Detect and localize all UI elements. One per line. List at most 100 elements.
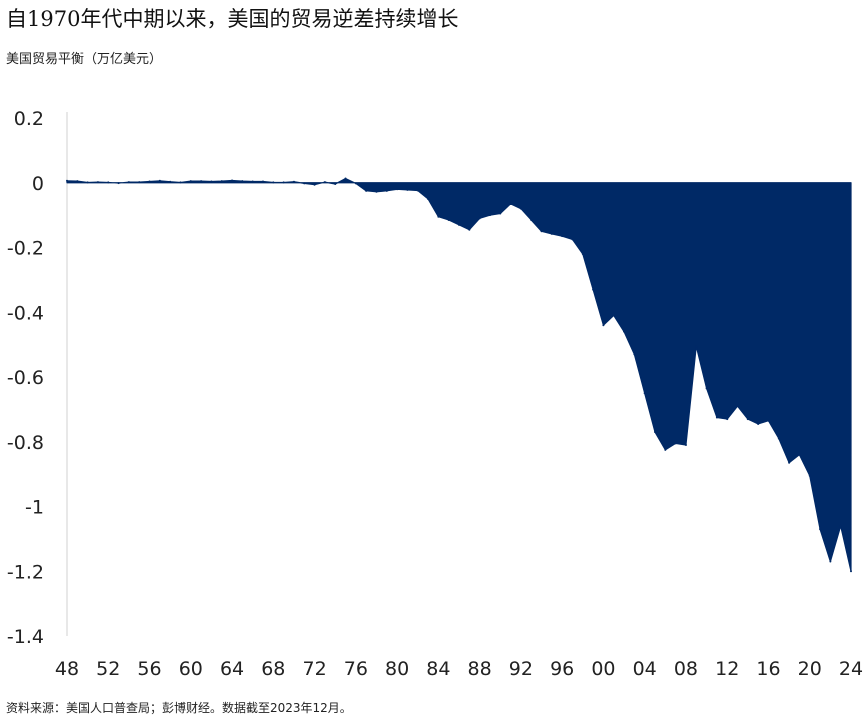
data-point (592, 288, 595, 291)
data-point (808, 474, 811, 477)
data-point (705, 387, 708, 390)
data-point (323, 181, 326, 184)
data-point (385, 189, 388, 192)
data-point (571, 238, 574, 241)
data-point (334, 183, 337, 186)
data-point (210, 180, 213, 183)
y-tick-label: -0.8 (7, 432, 44, 454)
y-tick-label: 0.2 (14, 108, 44, 130)
x-tick-label: 20 (798, 658, 822, 680)
data-point (251, 180, 254, 183)
y-tick-label: -1.2 (7, 561, 44, 583)
data-point (819, 528, 822, 531)
data-point (664, 448, 667, 451)
trade-balance-area (66, 177, 852, 572)
data-point (602, 324, 605, 327)
data-point (158, 179, 161, 182)
y-tick-label: -0.4 (7, 302, 44, 324)
x-tick-label: 00 (591, 658, 615, 680)
data-point (127, 181, 130, 184)
data-point (179, 181, 182, 184)
x-tick-label: 80 (385, 658, 409, 680)
data-point (200, 180, 203, 183)
data-point (86, 181, 89, 184)
data-point (643, 392, 646, 395)
data-point (231, 179, 234, 182)
data-point (746, 418, 749, 421)
data-point (458, 223, 460, 226)
data-point (715, 416, 718, 419)
data-point (272, 181, 275, 184)
data-point (189, 180, 192, 183)
x-tick-label: 72 (302, 658, 326, 680)
trade-balance-chart: 0.2 0 -0.2 -0.4 -0.6 -0.8 -1 -1.2 -1.4 48 52 56 60 6… (7, 108, 863, 680)
y-tick-label: -0.2 (7, 238, 44, 260)
x-tick-label: 76 (344, 658, 368, 680)
data-point (736, 405, 739, 408)
data-point (561, 235, 564, 238)
x-tick-label: 12 (715, 658, 739, 680)
x-tick-label: 68 (261, 658, 285, 680)
data-point (313, 183, 316, 186)
data-point (262, 180, 264, 183)
x-tick-label: 84 (426, 658, 450, 680)
y-tick-label: -1.4 (7, 626, 44, 648)
data-point (303, 182, 306, 185)
source-note: 资料来源：美国人口普查局；彭博财经。数据截至2023年12月。 (6, 701, 352, 715)
data-point (509, 202, 512, 205)
x-tick-label: 24 (839, 658, 863, 680)
data-point (788, 461, 791, 464)
data-point (117, 182, 120, 185)
x-tick-label: 88 (468, 658, 492, 680)
x-tick-label: 60 (179, 658, 203, 680)
data-point (427, 197, 430, 200)
x-tick-label: 52 (96, 658, 120, 680)
x-tick-label: 56 (137, 658, 161, 680)
data-point (220, 180, 223, 183)
data-point (169, 180, 172, 183)
data-point (138, 181, 141, 184)
plot-area (66, 177, 852, 573)
chart-subtitle: 美国贸易平衡（万亿美元） (6, 52, 163, 67)
data-point (674, 442, 677, 445)
data-point (550, 232, 553, 235)
data-point (406, 188, 409, 191)
data-point (96, 181, 99, 184)
data-point (530, 218, 533, 221)
data-point (612, 314, 615, 317)
data-point (396, 188, 399, 191)
chart-title: 自1970年代中期以来，美国的贸易逆差持续增长 (6, 7, 459, 31)
data-point (757, 422, 760, 425)
data-point (344, 177, 347, 180)
data-point (726, 418, 729, 421)
data-point (365, 189, 368, 192)
data-point (684, 443, 687, 446)
data-point (354, 182, 357, 185)
x-tick-label: 96 (550, 658, 574, 680)
y-tick-label: -0.6 (7, 367, 44, 389)
y-axis: 0.2 0 -0.2 -0.4 -0.6 -0.8 -1 -1.2 -1.4 (7, 108, 68, 648)
x-tick-label: 92 (509, 658, 533, 680)
data-point (767, 419, 770, 422)
data-point (839, 524, 842, 527)
data-point (76, 180, 79, 183)
data-point (829, 560, 832, 563)
data-point (488, 214, 491, 217)
data-point (581, 252, 584, 255)
x-tick-label: 16 (756, 658, 780, 680)
data-point (623, 330, 626, 333)
x-tick-label: 08 (674, 658, 698, 680)
data-point (375, 190, 378, 193)
data-point (654, 431, 656, 434)
x-tick-label: 48 (55, 658, 79, 680)
x-axis: 48 52 56 60 64 68 72 76 80 84 88 92 96 00 04 08 12 16 20 24 (55, 658, 863, 680)
data-point (66, 179, 68, 182)
data-point (468, 228, 471, 231)
data-point (695, 345, 698, 348)
y-tick-label: 0 (32, 173, 44, 195)
data-point (437, 215, 440, 218)
data-point (519, 207, 522, 210)
data-point (292, 180, 295, 183)
data-point (447, 218, 450, 221)
data-point (107, 181, 110, 184)
